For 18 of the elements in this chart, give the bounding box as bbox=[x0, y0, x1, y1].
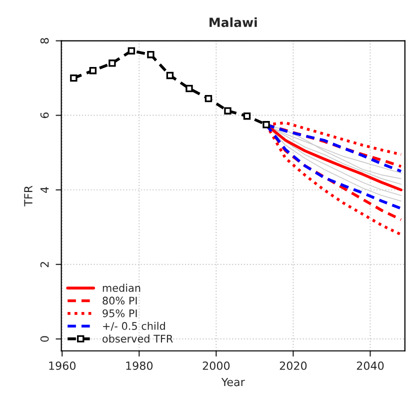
x-tick-label: 1980 bbox=[126, 361, 153, 370]
chart-title: Malawi bbox=[210, 17, 257, 28]
y-tick-label: 2 bbox=[40, 262, 49, 268]
x-tick-label: 2020 bbox=[280, 361, 307, 370]
y-tick-label: 0 bbox=[40, 336, 49, 342]
legend-label: +/- 0.5 child bbox=[103, 322, 165, 331]
x-axis-title: Year bbox=[221, 378, 245, 386]
legend-label: 80% PI bbox=[102, 296, 137, 305]
legend-label: 95% PI bbox=[102, 309, 137, 318]
y-tick-label: 4 bbox=[40, 186, 49, 193]
y-tick-label: 6 bbox=[40, 112, 49, 118]
x-tick-label: 1960 bbox=[49, 361, 76, 370]
x-tick-label: 2000 bbox=[202, 361, 230, 370]
x-tick-label: 2040 bbox=[356, 361, 384, 370]
y-axis-title: TFR bbox=[24, 186, 32, 206]
y-tick-label: 8 bbox=[40, 38, 49, 44]
legend-label: median bbox=[102, 284, 140, 292]
legend-label: observed TFR bbox=[102, 334, 173, 343]
